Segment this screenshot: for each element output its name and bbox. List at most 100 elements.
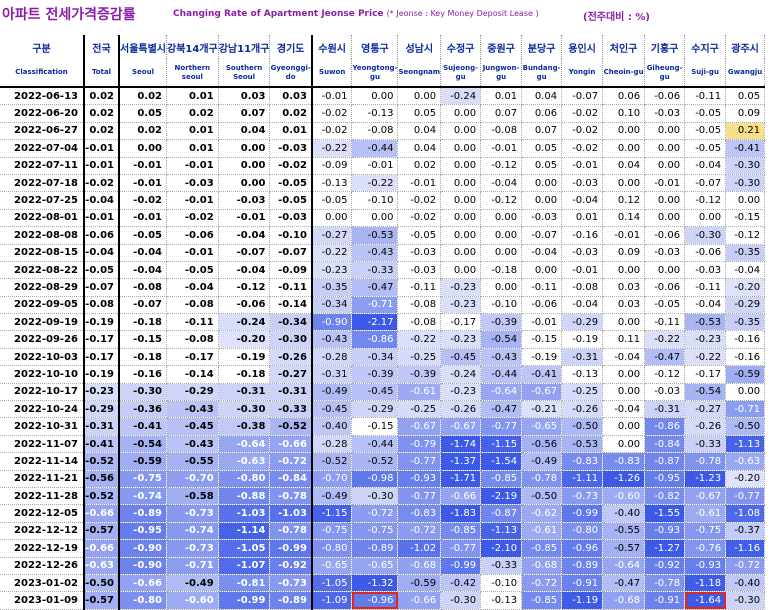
table-cell: -0.03 bbox=[397, 244, 442, 262]
table-cell: -0.73 bbox=[166, 539, 219, 558]
table-cell: 0.00 bbox=[602, 383, 646, 402]
table-cell: -0.73 bbox=[269, 574, 313, 593]
table-cell: -0.64 bbox=[218, 435, 271, 454]
table-cell: 0.00 bbox=[602, 261, 646, 280]
table-cell: -0.72 bbox=[725, 557, 766, 575]
table-cell: -0.39 bbox=[480, 313, 523, 332]
table-cell: -1.64 bbox=[684, 591, 727, 610]
table-cell: -0.03 bbox=[561, 174, 604, 193]
table-row: 2022-11-14 -0.52 -0.59 -0.55 -0.63 -0.72 -0.52… bbox=[0, 452, 766, 471]
table-cell: -0.01 bbox=[119, 157, 167, 175]
table-cell: -0.33 bbox=[269, 400, 313, 419]
table-cell: -0.78 bbox=[684, 452, 727, 471]
row-date: 2022-11-07 bbox=[0, 435, 85, 454]
table-cell: -0.06 bbox=[218, 296, 271, 315]
table-cell: -0.11 bbox=[269, 278, 313, 297]
row-date: 2022-08-29 bbox=[0, 278, 85, 297]
table-cell: -0.03 bbox=[644, 244, 686, 262]
table-cell: 0.00 bbox=[602, 139, 646, 158]
table-cell: 0.00 bbox=[480, 244, 523, 262]
table-cell: -0.45 bbox=[311, 400, 353, 419]
table-cell: -0.75 bbox=[311, 522, 353, 541]
table-cell: -0.77 bbox=[480, 417, 523, 436]
table-row: 2022-08-08 -0.06 -0.05 -0.06 -0.04 -0.10 -0.27… bbox=[0, 226, 766, 245]
table-cell: 0.00 bbox=[218, 157, 271, 175]
table-cell: -0.18 bbox=[480, 261, 523, 280]
column-header-en: Bundang-gu bbox=[521, 59, 563, 88]
table-cell: -0.16 bbox=[725, 330, 766, 349]
table-cell: -0.89 bbox=[561, 557, 604, 575]
table-cell: -0.67 bbox=[684, 487, 727, 506]
table-cell: -0.67 bbox=[397, 417, 442, 436]
table-cell: -0.53 bbox=[561, 435, 604, 454]
table-cell: -0.13 bbox=[561, 365, 604, 384]
table-cell: -0.11 bbox=[684, 87, 727, 106]
table-cell: -0.87 bbox=[480, 504, 523, 523]
table-cell: 0.02 bbox=[119, 87, 167, 106]
table-cell: -0.09 bbox=[311, 157, 353, 175]
table-cell: -0.77 bbox=[725, 487, 766, 506]
column-header-ko: 중원구 bbox=[480, 35, 523, 59]
table-cell: 0.00 bbox=[644, 261, 686, 280]
table-cell: 0.01 bbox=[561, 209, 604, 228]
table-cell: -0.01 bbox=[119, 209, 167, 228]
table-cell: -0.70 bbox=[311, 470, 353, 488]
row-date: 2022-10-31 bbox=[0, 417, 85, 436]
table-cell: -0.66 bbox=[119, 574, 167, 593]
table-cell: 0.01 bbox=[166, 87, 219, 106]
table-cell: 0.14 bbox=[602, 209, 646, 228]
table-cell: -0.02 bbox=[311, 104, 353, 123]
table-cell: -1.03 bbox=[218, 504, 271, 523]
table-cell: -0.47 bbox=[644, 348, 686, 367]
table-cell: 0.00 bbox=[521, 261, 563, 280]
table-cell: -0.99 bbox=[440, 557, 482, 575]
table-cell: -0.52 bbox=[84, 487, 120, 506]
table-cell: -0.33 bbox=[684, 435, 727, 454]
table-cell: -0.06 bbox=[644, 278, 686, 297]
table-cell: -0.01 bbox=[166, 244, 219, 262]
table-cell: -0.09 bbox=[269, 261, 313, 280]
table-cell: -0.50 bbox=[521, 487, 563, 506]
table-cell: -0.01 bbox=[218, 209, 271, 228]
table-cell: -0.49 bbox=[311, 487, 353, 506]
row-date: 2022-12-05 bbox=[0, 504, 85, 523]
table-row: 2022-12-19 -0.66 -0.90 -0.73 -1.05 -0.99 -0.80… bbox=[0, 539, 766, 558]
table-row: 2022-08-15 -0.04 -0.04 -0.01 -0.07 -0.07 -0.22… bbox=[0, 244, 766, 262]
table-cell: -0.04 bbox=[218, 226, 271, 245]
table-cell: -0.23 bbox=[440, 383, 482, 402]
table-cell: -0.24 bbox=[440, 87, 482, 106]
table-cell: -0.01 bbox=[521, 313, 563, 332]
table-cell: 0.06 bbox=[602, 87, 646, 106]
table-cell: -0.43 bbox=[311, 330, 353, 349]
table-body: 2022-06-13 0.02 0.02 0.01 0.03 0.03 -0.01 0.00 0… bbox=[0, 87, 766, 610]
column-header-en: Yeongtong-gu bbox=[351, 59, 399, 88]
table-cell: -0.02 bbox=[397, 209, 442, 228]
table-cell: -0.13 bbox=[311, 174, 353, 193]
table-cell: -0.11 bbox=[684, 278, 727, 297]
table-cell: -0.71 bbox=[351, 296, 399, 315]
table-cell: -0.53 bbox=[684, 313, 727, 332]
table-cell: -0.23 bbox=[84, 383, 120, 402]
table-cell: -0.79 bbox=[397, 435, 442, 454]
table-cell: 0.02 bbox=[84, 122, 120, 141]
table-cell: -0.92 bbox=[644, 557, 686, 575]
table-cell: -0.39 bbox=[351, 365, 399, 384]
table-cell: -0.04 bbox=[84, 244, 120, 262]
table-cell: -0.31 bbox=[311, 365, 353, 384]
column-header-ko: 기흥구 bbox=[644, 35, 686, 59]
table-cell: -0.10 bbox=[269, 226, 313, 245]
table-cell: 0.00 bbox=[602, 435, 646, 454]
table-cell: -0.67 bbox=[440, 417, 482, 436]
row-date: 2022-12-12 bbox=[0, 522, 85, 541]
row-date: 2022-07-11 bbox=[0, 157, 85, 175]
table-cell: -0.01 bbox=[602, 226, 646, 245]
table-cell: -1.03 bbox=[269, 504, 313, 523]
table-cell: -0.04 bbox=[166, 278, 219, 297]
table-cell: -0.31 bbox=[84, 417, 120, 436]
table-cell: -0.49 bbox=[166, 574, 219, 593]
table-cell: -0.93 bbox=[644, 522, 686, 541]
table-cell: -0.19 bbox=[84, 365, 120, 384]
table-cell: -0.49 bbox=[311, 383, 353, 402]
table-cell: -0.86 bbox=[644, 417, 686, 436]
table-cell: -0.57 bbox=[84, 522, 120, 541]
